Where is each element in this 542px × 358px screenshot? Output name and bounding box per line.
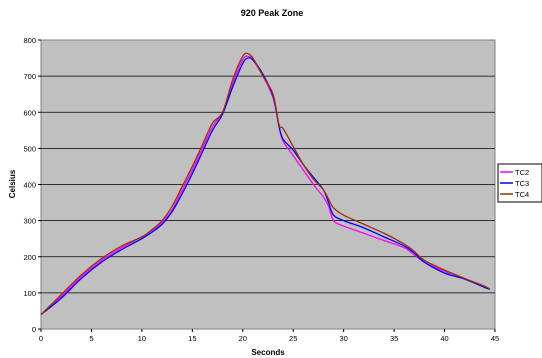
x-tick-label: 0 xyxy=(39,334,43,343)
series-line-tc4 xyxy=(40,52,491,316)
legend: TC2 TC3 TC4 xyxy=(497,163,542,203)
legend-label-tc2: TC2 xyxy=(515,168,529,177)
x-tick-label: 45 xyxy=(491,334,499,343)
legend-label-tc4: TC4 xyxy=(515,190,529,199)
x-axis: 0 5 10 15 20 25 30 35 40 45 xyxy=(39,329,499,343)
x-tick-label: 15 xyxy=(188,334,196,343)
y-tick-label: 700 xyxy=(23,72,36,81)
y-axis-label: Celsius xyxy=(8,169,17,198)
y-tick-label: 0 xyxy=(32,325,36,334)
y-tick-label: 400 xyxy=(23,181,36,190)
y-tick-label: 200 xyxy=(23,253,36,262)
y-tick-label: 800 xyxy=(23,36,36,45)
x-tick-label: 20 xyxy=(239,334,247,343)
y-tick-label: 300 xyxy=(23,217,36,226)
series-lines xyxy=(40,52,491,316)
y-tick-label: 100 xyxy=(23,289,36,298)
x-tick-label: 10 xyxy=(138,334,146,343)
x-tick-label: 30 xyxy=(339,334,347,343)
legend-label-tc3: TC3 xyxy=(515,179,529,188)
y-axis: 0 100 200 300 400 500 600 700 800 xyxy=(23,36,41,334)
x-tick-label: 5 xyxy=(89,334,93,343)
y-tick-label: 600 xyxy=(23,108,36,117)
x-tick-label: 25 xyxy=(289,334,297,343)
x-tick-label: 40 xyxy=(440,334,448,343)
chart-title: 920 Peak Zone xyxy=(241,8,304,18)
x-axis-label: Seconds xyxy=(251,348,285,357)
y-tick-label: 500 xyxy=(23,144,36,153)
x-tick-label: 35 xyxy=(390,334,398,343)
